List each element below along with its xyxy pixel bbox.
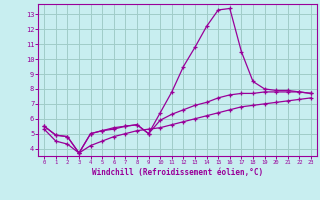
X-axis label: Windchill (Refroidissement éolien,°C): Windchill (Refroidissement éolien,°C) [92, 168, 263, 177]
